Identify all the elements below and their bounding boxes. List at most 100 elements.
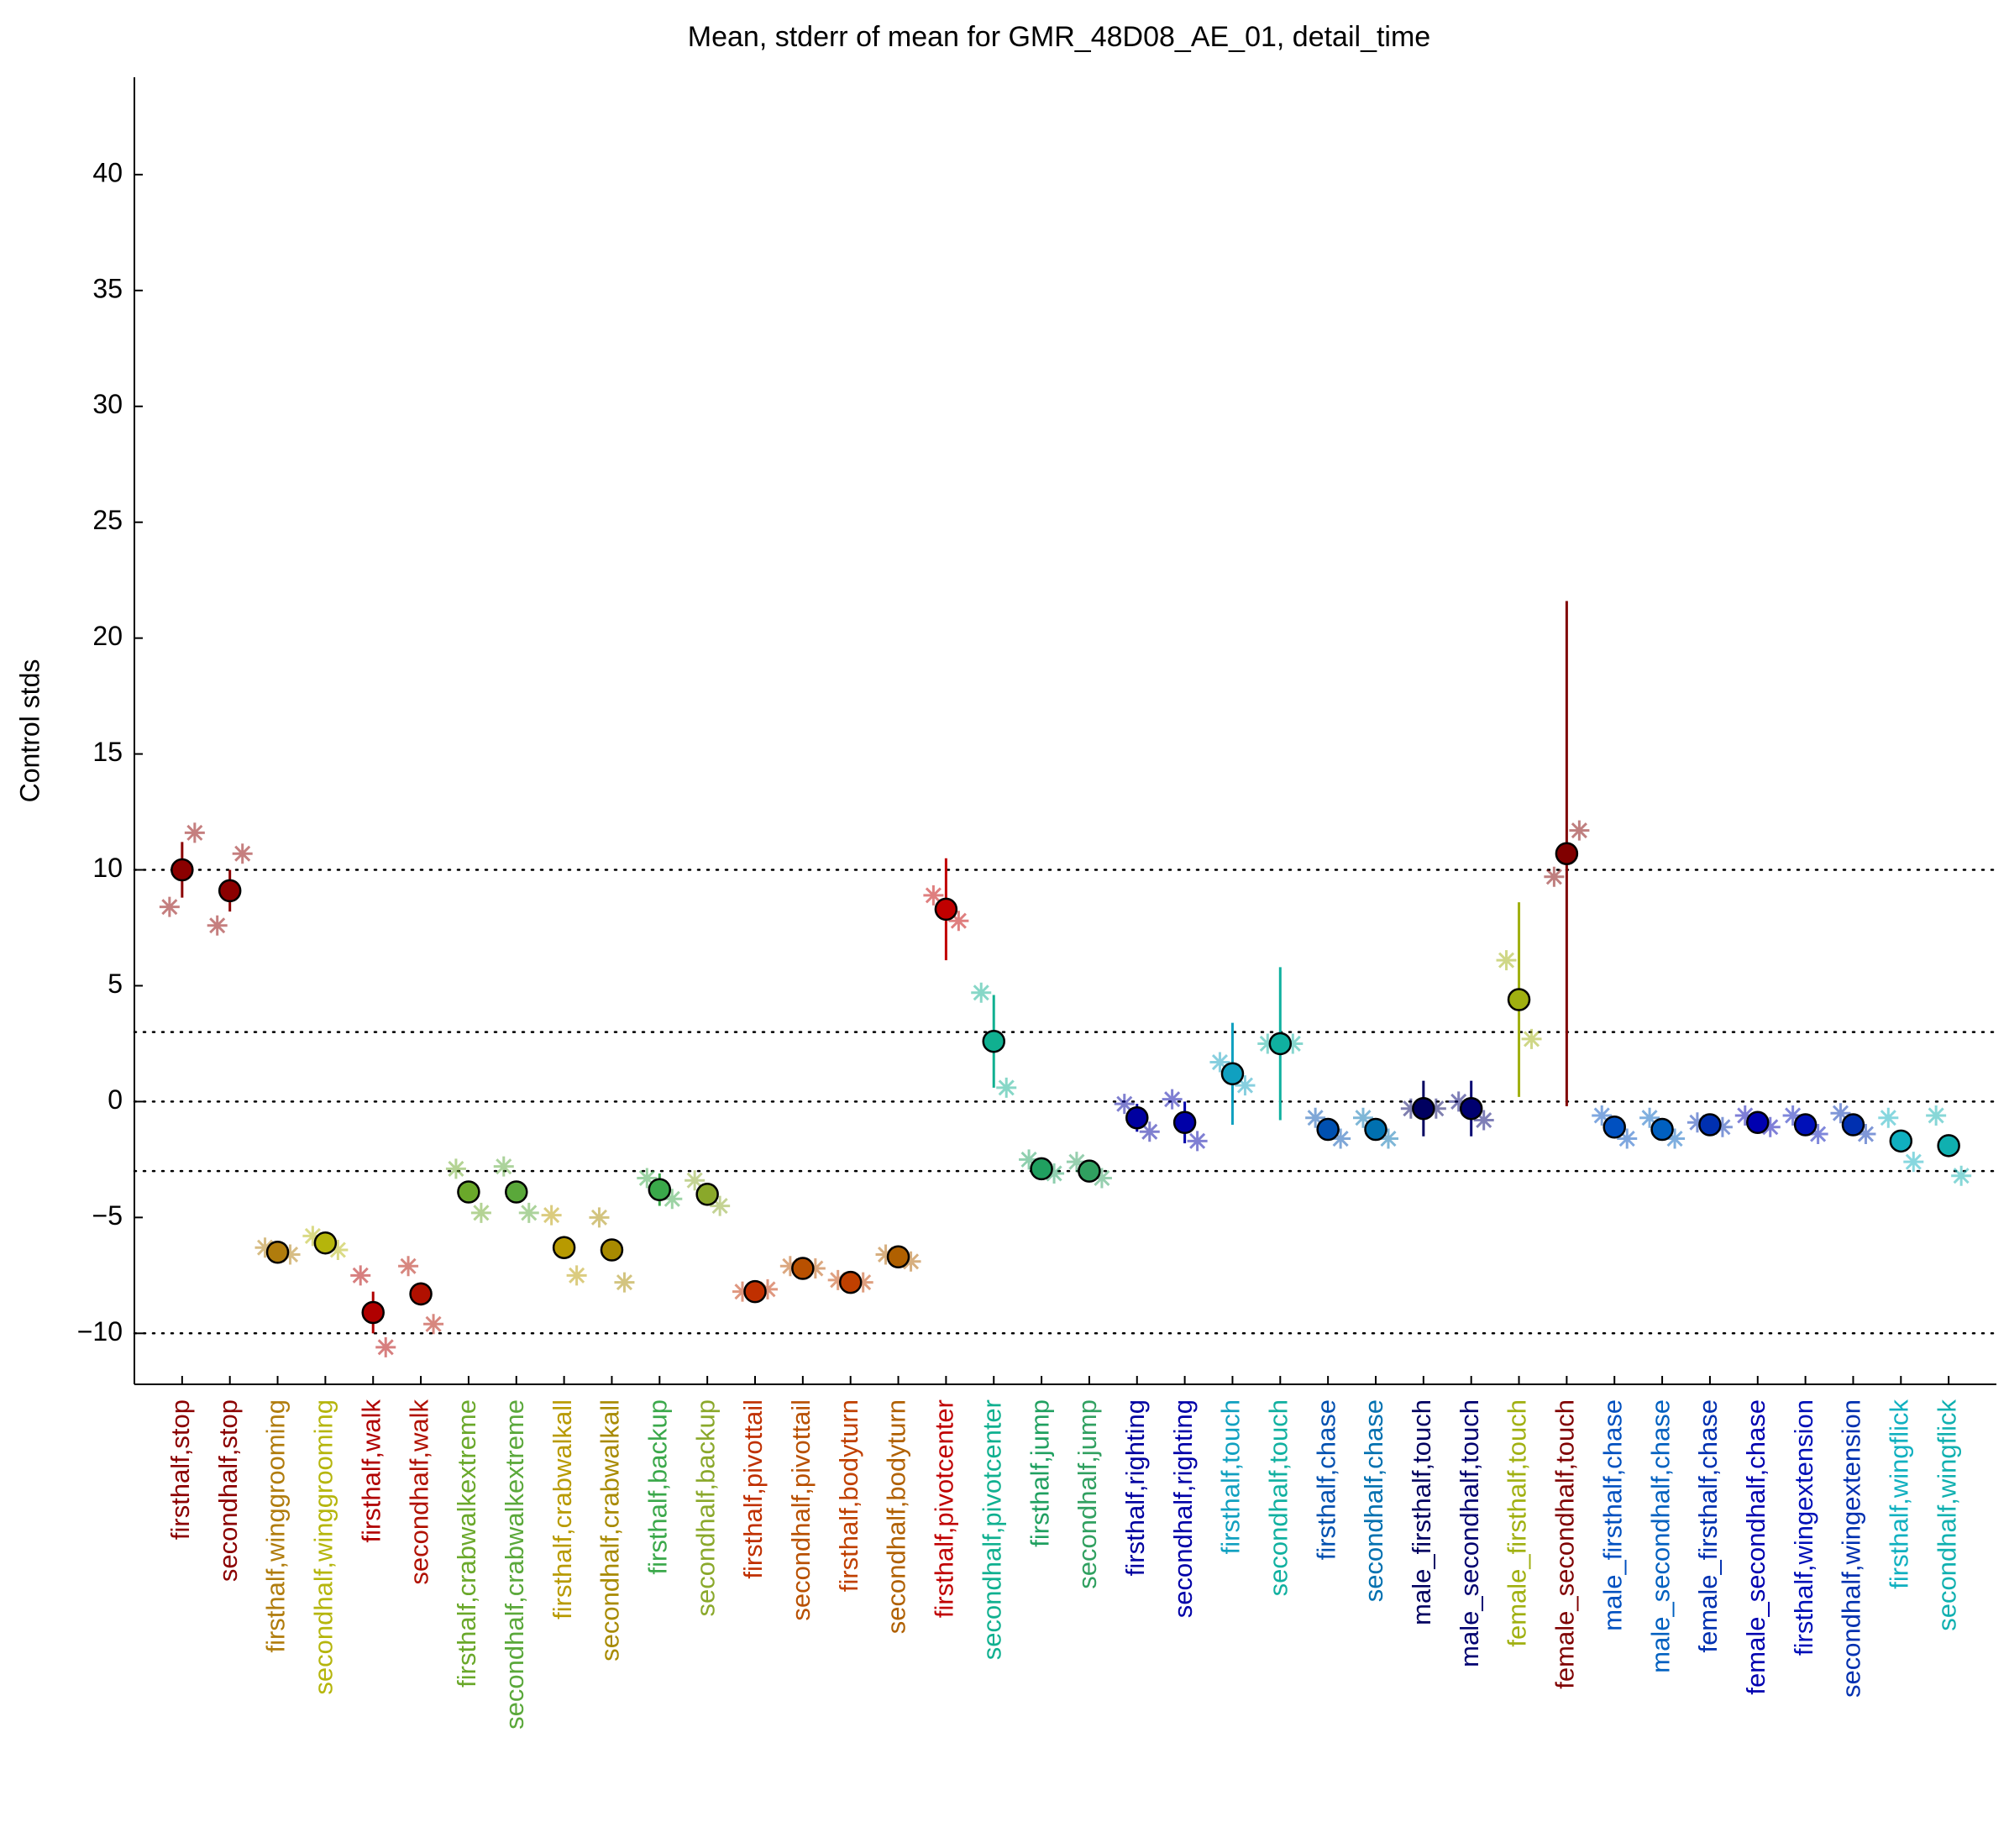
mean-marker [1698, 1113, 1722, 1137]
mean-marker [361, 1300, 385, 1325]
mean-marker [170, 858, 194, 882]
sub-experiment-star [1473, 1110, 1494, 1131]
y-tick-label: 30 [92, 389, 123, 419]
sub-experiment-star [1066, 1152, 1087, 1173]
sub-experiment-star [971, 982, 992, 1003]
x-tick-label: female_secondhalf,chase [1741, 1399, 1770, 1695]
sub-experiment-star [1830, 1103, 1851, 1124]
x-tick-label: secondhalf,touch [1263, 1399, 1293, 1596]
x-tick-label: firsthalf,winggrooming [261, 1399, 291, 1653]
sub-experiment-star [1448, 1091, 1469, 1112]
mean-marker [1412, 1096, 1435, 1121]
x-tick-label: firsthalf,wingflick [1884, 1399, 1913, 1589]
x-tick-label: secondhalf,wingflick [1932, 1399, 1961, 1631]
sub-experiment-star [398, 1256, 419, 1277]
sub-experiment-star [159, 896, 180, 917]
sub-experiment-star [852, 1272, 873, 1293]
sub-experiment-star [637, 1168, 658, 1189]
x-tick-label: secondhalf,crabwalkextreme [500, 1399, 529, 1730]
mean-marker [1030, 1157, 1053, 1181]
x-tick-label: firsthalf,righting [1120, 1399, 1150, 1576]
x-tick-label: secondhalf,pivottail [786, 1399, 816, 1621]
x-tick-label: firsthalf,stop [165, 1399, 195, 1540]
sub-experiment-star [423, 1314, 444, 1335]
x-tick-label: firsthalf,pivottail [738, 1399, 768, 1579]
x-tick-label: secondhalf,winggrooming [309, 1399, 338, 1695]
sub-experiment-star [207, 915, 228, 936]
x-tick-label: male_secondhalf,chase [1645, 1399, 1675, 1673]
sub-experiment-star [1283, 1033, 1303, 1054]
sub-experiment-star [805, 1258, 826, 1279]
sub-experiment-star [1305, 1107, 1326, 1128]
sub-experiment-star [1425, 1098, 1446, 1119]
x-tick-label: secondhalf,jump [1073, 1399, 1102, 1589]
mean-marker [313, 1231, 338, 1255]
sub-experiment-star [280, 1244, 301, 1265]
sub-experiment-star [1782, 1105, 1803, 1126]
x-tick-label: female_firsthalf,touch [1503, 1399, 1532, 1647]
sub-experiment-star [375, 1336, 396, 1357]
sub-experiment-star [779, 1256, 800, 1277]
mean-marker [1937, 1134, 1960, 1158]
sub-experiment-star [566, 1265, 587, 1286]
sub-experiment-star [1592, 1105, 1613, 1126]
mean-marker [1889, 1129, 1913, 1153]
mean-marker [1220, 1062, 1245, 1086]
y-tick-label: 10 [92, 853, 123, 883]
mean-marker [1746, 1110, 1770, 1134]
x-tick-label: firsthalf,pivotcenter [930, 1399, 959, 1618]
mean-marker [743, 1279, 767, 1304]
sub-experiment-star [758, 1278, 778, 1299]
y-tick-label: 25 [92, 505, 123, 535]
mean-marker [886, 1245, 910, 1269]
x-tick-label: male_firsthalf,chase [1597, 1399, 1627, 1631]
mean-marker [1459, 1096, 1483, 1121]
sub-experiment-star [1044, 1163, 1065, 1184]
mean-marker [1364, 1117, 1387, 1142]
mean-marker [505, 1180, 528, 1204]
x-tick-label: female_firsthalf,chase [1693, 1399, 1723, 1653]
sub-experiment-star [1187, 1131, 1208, 1152]
mean-marker [1602, 1116, 1626, 1139]
sub-experiment-star [328, 1239, 349, 1260]
sub-experiment-star [589, 1207, 610, 1228]
sub-experiment-star [1114, 1094, 1135, 1115]
mean-marker [265, 1240, 290, 1264]
x-tick-label: secondhalf,stop [213, 1399, 243, 1582]
mean-marker [1793, 1113, 1818, 1137]
mean-marker [934, 897, 958, 921]
sub-experiment-star [1235, 1075, 1256, 1096]
mean-marker [1078, 1159, 1101, 1183]
x-tick-label: firsthalf,bodyturn [834, 1399, 863, 1592]
sub-experiment-star [1617, 1128, 1638, 1149]
sub-experiment-star [184, 822, 205, 843]
sub-experiment-star [1209, 1052, 1230, 1073]
sub-experiment-star [1521, 1028, 1542, 1049]
sub-experiment-star [493, 1156, 514, 1177]
mean-marker [1841, 1113, 1865, 1137]
x-tick-label: firsthalf,crabwalkextreme [452, 1399, 481, 1688]
x-tick-label: female_secondhalf,touch [1550, 1399, 1580, 1689]
sub-experiment-star [1496, 950, 1517, 971]
mean-marker [838, 1270, 863, 1294]
x-tick-label: secondhalf,crabwalkall [595, 1399, 625, 1662]
sub-experiment-star [1639, 1107, 1660, 1128]
sub-experiment-star [1330, 1128, 1351, 1149]
sub-experiment-star [1807, 1124, 1828, 1145]
sub-experiment-star [685, 1170, 706, 1191]
sub-experiment-star [1665, 1128, 1686, 1149]
sub-experiment-star [1353, 1107, 1373, 1128]
sub-experiment-star [1378, 1128, 1398, 1149]
x-tick-label: firsthalf,crabwalkall [548, 1399, 577, 1620]
mean-marker [1507, 988, 1531, 1011]
chart-title: Mean, stderr of mean for GMR_48D08_AE_01… [688, 21, 1430, 53]
sub-experiment-star [445, 1158, 466, 1179]
sub-experiment-star [1400, 1098, 1421, 1119]
sub-experiment-star [350, 1265, 371, 1286]
sub-experiment-star [470, 1202, 491, 1223]
y-tick-label: 40 [92, 157, 123, 187]
mean-marker [982, 1029, 1005, 1053]
y-tick-label: 20 [92, 621, 123, 651]
sub-experiment-star [614, 1272, 635, 1293]
